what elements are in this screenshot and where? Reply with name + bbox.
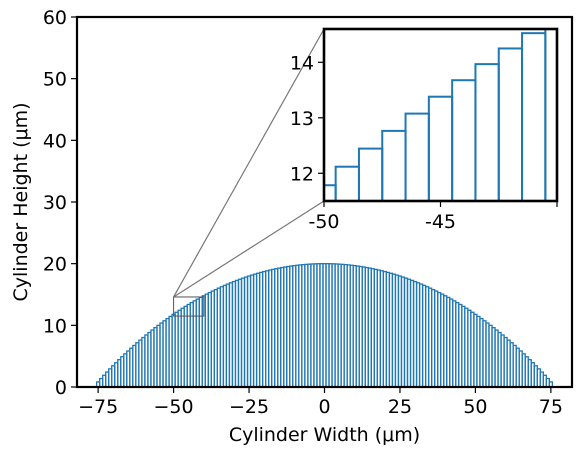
x-tick-label: 50 — [463, 396, 487, 418]
y-tick-label: 60 — [43, 7, 67, 29]
inset-x-tick-label: -50 — [308, 211, 339, 233]
x-tick-label: 75 — [539, 396, 563, 418]
inset-plot: -50 -45 12 13 14 — [290, 27, 559, 233]
inset-x-tick-label: -45 — [425, 211, 456, 233]
inset-bars-group — [324, 29, 547, 201]
y-tick-label: 30 — [43, 192, 67, 214]
inset-bar — [544, 29, 547, 201]
main-axes: −75 −50 −25 0 25 50 75 0 10 20 30 40 50 60 — [43, 7, 574, 418]
zoom-indicator — [173, 28, 325, 317]
x-axis-label: Cylinder Width (μm) — [229, 424, 420, 446]
main-bars-group — [95, 263, 554, 388]
x-tick-label: 25 — [388, 396, 412, 418]
x-tick-label: 0 — [318, 396, 330, 418]
zoom-region-box — [173, 296, 205, 317]
y-tick-label: 40 — [43, 130, 67, 152]
y-tick-label: 10 — [43, 315, 67, 337]
y-tick-label: 0 — [55, 377, 67, 399]
y-tick-label: 20 — [43, 254, 67, 276]
zoom-connector-line — [173, 200, 325, 298]
inset-y-tick-label: 12 — [290, 163, 314, 185]
x-tick-label: −25 — [229, 396, 269, 418]
inset-y-tick-label: 14 — [290, 52, 314, 74]
y-tick-label: 50 — [43, 69, 67, 91]
y-axis-label: Cylinder Height (μm) — [10, 103, 32, 302]
inset-y-tick-label: 13 — [290, 108, 314, 130]
x-tick-label: −50 — [154, 396, 194, 418]
x-tick-label: −75 — [78, 396, 118, 418]
zoom-connector-line — [173, 28, 325, 298]
inset-background — [324, 29, 557, 201]
